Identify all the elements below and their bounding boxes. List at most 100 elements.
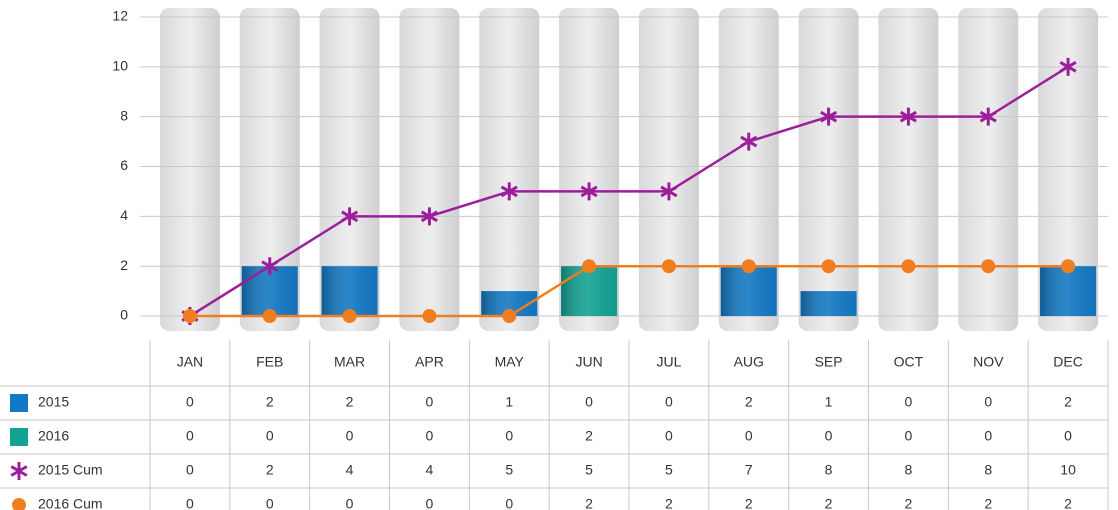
marker xyxy=(420,207,438,226)
table-cell: 0 xyxy=(266,496,274,510)
marker xyxy=(901,259,916,274)
y-tick-label: 10 xyxy=(112,58,128,74)
line xyxy=(189,65,1069,318)
x-tick-label: DEC xyxy=(1053,354,1083,370)
x-tick-label: SEP xyxy=(815,354,843,370)
table-cell: 0 xyxy=(984,394,992,410)
y-tick-label: 8 xyxy=(120,107,128,123)
table-cell: 2 xyxy=(585,496,593,510)
table-cell: 0 xyxy=(186,394,194,410)
x-tick-label: JAN xyxy=(177,354,203,370)
y-tick-label: 12 xyxy=(112,8,128,24)
column-background xyxy=(159,8,220,331)
column-background xyxy=(798,8,859,331)
marker xyxy=(820,107,838,126)
x-tick-label: JUN xyxy=(575,354,602,370)
y-tick-label: 0 xyxy=(120,307,128,323)
y-tick-label: 6 xyxy=(120,157,128,173)
table-cell: 1 xyxy=(505,394,513,410)
table-cell: 0 xyxy=(665,428,673,444)
marker xyxy=(261,257,279,276)
table-cell: 0 xyxy=(505,428,513,444)
marker xyxy=(981,259,996,274)
table-cell: 2 xyxy=(665,496,673,510)
x-tick-label: MAR xyxy=(334,354,365,370)
table-cell: 2 xyxy=(745,496,753,510)
marker xyxy=(580,182,598,201)
bar-shade xyxy=(1040,266,1097,317)
legend-label: 2016 xyxy=(38,428,69,444)
marker xyxy=(341,207,359,226)
x-tick-label: AUG xyxy=(734,354,764,370)
bar-shade xyxy=(561,266,618,317)
column-background xyxy=(878,8,939,331)
table-cell: 2 xyxy=(346,394,354,410)
legend-swatch xyxy=(10,394,28,412)
table-cell: 0 xyxy=(346,428,354,444)
table-cell: 5 xyxy=(505,462,513,478)
column-background xyxy=(638,8,699,331)
bar-shade xyxy=(720,266,777,317)
table-cell: 0 xyxy=(745,428,753,444)
legend-swatch xyxy=(10,428,28,446)
table-cell: 8 xyxy=(905,462,913,478)
y-tick-label: 2 xyxy=(120,257,128,273)
table-cell: 4 xyxy=(426,462,434,478)
x-tick-label: APR xyxy=(415,354,444,370)
table-cell: 0 xyxy=(186,462,194,478)
table-cell: 0 xyxy=(186,496,194,510)
column-background xyxy=(239,8,300,331)
column-background xyxy=(479,8,540,331)
table-cell: 1 xyxy=(825,394,833,410)
marker xyxy=(422,309,437,324)
marker xyxy=(661,259,676,274)
column-background xyxy=(718,8,779,331)
legend-swatch xyxy=(12,498,26,510)
table-cell: 10 xyxy=(1060,462,1076,478)
x-tick-label: NOV xyxy=(973,354,1004,370)
marker xyxy=(740,132,758,151)
table-cell: 2 xyxy=(745,394,753,410)
table-cell: 5 xyxy=(585,462,593,478)
table-cell: 0 xyxy=(426,496,434,510)
marker xyxy=(502,309,517,324)
marker xyxy=(660,182,678,201)
table-cell: 0 xyxy=(984,428,992,444)
column-background xyxy=(559,8,620,331)
table-cell: 0 xyxy=(266,428,274,444)
table-cell: 0 xyxy=(905,394,913,410)
marker xyxy=(1061,259,1076,274)
table-cell: 0 xyxy=(905,428,913,444)
table-cell: 5 xyxy=(665,462,673,478)
marker xyxy=(899,107,917,126)
table-cell: 0 xyxy=(346,496,354,510)
table-cell: 2 xyxy=(585,428,593,444)
table-cell: 0 xyxy=(505,496,513,510)
table-cell: 2 xyxy=(984,496,992,510)
y-tick-label: 4 xyxy=(120,207,128,223)
table-cell: 8 xyxy=(825,462,833,478)
marker xyxy=(182,309,197,324)
table-cell: 0 xyxy=(665,394,673,410)
table-cell: 0 xyxy=(825,428,833,444)
column-background xyxy=(319,8,380,331)
marker xyxy=(741,259,756,274)
bar-shade xyxy=(800,291,857,317)
legend-label: 2015 xyxy=(38,394,69,410)
x-tick-label: OCT xyxy=(894,354,924,370)
table-cell: 8 xyxy=(984,462,992,478)
table-cell: 0 xyxy=(1064,428,1072,444)
marker xyxy=(500,182,518,201)
marker xyxy=(1059,57,1077,76)
table-cell: 0 xyxy=(585,394,593,410)
column-background xyxy=(399,8,460,331)
legend-label: 2015 Cum xyxy=(38,462,103,478)
bar-shade xyxy=(321,266,378,317)
table-cell: 2 xyxy=(266,462,274,478)
table-cell: 0 xyxy=(426,394,434,410)
marker xyxy=(342,309,357,324)
marker xyxy=(262,309,277,324)
legend-label: 2016 Cum xyxy=(38,496,103,510)
line xyxy=(189,264,1069,318)
marker xyxy=(979,107,997,126)
